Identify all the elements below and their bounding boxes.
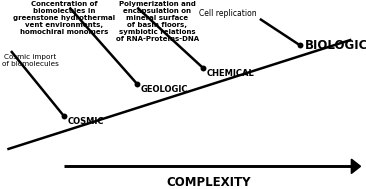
Text: Cell replication: Cell replication: [199, 9, 256, 18]
Point: [200, 67, 206, 70]
Polygon shape: [351, 159, 361, 174]
Text: Concentration of
biomolecules in
greenstone hydrothermal
vent environments,
homo: Concentration of biomolecules in greenst…: [13, 1, 115, 35]
Text: Polymerization and
encapsulation on
mineral surface
of basin floors,
symbiotic r: Polymerization and encapsulation on mine…: [116, 1, 199, 42]
Text: GEOLOGIC: GEOLOGIC: [141, 85, 188, 94]
Text: Cosmic import
of biomolecules: Cosmic import of biomolecules: [2, 54, 59, 67]
Text: CHEMICAL: CHEMICAL: [207, 69, 254, 78]
Point: [297, 44, 303, 47]
Text: COMPLEXITY: COMPLEXITY: [167, 176, 251, 189]
Text: COSMIC: COSMIC: [68, 117, 104, 126]
Text: BIOLOGICAL: BIOLOGICAL: [305, 39, 366, 52]
Point: [61, 115, 67, 118]
Point: [134, 83, 140, 86]
